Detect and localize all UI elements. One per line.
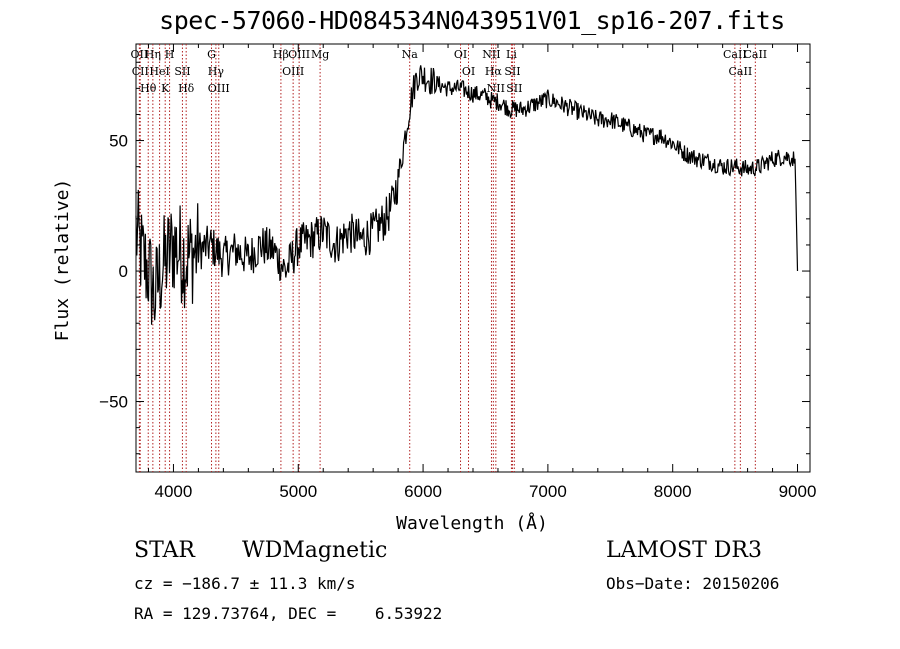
emission-line-label: G (207, 48, 216, 61)
emission-line-label: NII (482, 48, 500, 61)
emission-line-label: OIII (282, 65, 304, 78)
survey-name: LAMOST DR3 (606, 538, 762, 563)
emission-line-label: Mg (311, 48, 329, 61)
emission-line-label: Li (506, 48, 517, 61)
y-tick-label: 50 (109, 132, 128, 151)
y-tick-label: 0 (119, 262, 128, 281)
spectrum-series-line (135, 65, 799, 325)
emission-line-label: CaII (743, 48, 767, 61)
y-tick-label: −50 (99, 393, 128, 412)
axis-ticks: 4000 5000 6000 7000 8000 9000 −50 0 50 (99, 44, 816, 501)
object-subclass: WDMagnetic (242, 538, 388, 563)
redshift-velocity: cz = −186.7 ± 11.3 km/s (134, 574, 356, 593)
x-tick-label: 5000 (279, 482, 317, 501)
object-type: STAR (134, 538, 195, 563)
emission-line-label: Hη (145, 48, 161, 61)
emission-line-label: OI (462, 65, 475, 78)
emission-lines (138, 44, 756, 472)
emission-line-label: K (161, 82, 170, 95)
emission-line-label: CaII (723, 48, 747, 61)
emission-line-label: Na (402, 48, 419, 61)
emission-line-label: HeI (149, 65, 169, 78)
observation-date: Obs−Date: 20150206 (606, 574, 780, 593)
emission-line-label: SII (504, 65, 520, 78)
x-tick-label: 9000 (779, 482, 817, 501)
x-tick-label: 6000 (404, 482, 442, 501)
emission-line-label: OIII (288, 48, 310, 61)
emission-line-label: H (165, 48, 175, 61)
emission-line-label: OII (131, 48, 149, 61)
emission-line-label: OI (454, 48, 467, 61)
page-title: spec-57060-HD084534N043951V01_sp16-207.f… (159, 6, 785, 35)
emission-line-label: OIII (208, 82, 230, 95)
x-axis-label: Wavelength (Å) (396, 512, 548, 534)
emission-line-label: SII (506, 82, 522, 95)
emission-line-label: SII (174, 65, 190, 78)
emission-line-label: CII (132, 65, 149, 78)
coordinates: RA = 129.73764, DEC = 6.53922 (134, 604, 443, 623)
x-tick-label: 4000 (155, 482, 193, 501)
x-tick-label: 8000 (654, 482, 692, 501)
emission-line-label: CaII (729, 65, 753, 78)
emission-line-label: Hθ (140, 82, 157, 95)
emission-line-label: Hα (485, 65, 503, 78)
emission-line-label: Hδ (178, 82, 195, 95)
x-tick-label: 7000 (529, 482, 567, 501)
emission-line-label: NII (487, 82, 505, 95)
emission-line-label: Hγ (208, 65, 225, 78)
emission-line-label: Hβ (273, 48, 289, 61)
y-axis-label: Flux (relative) (52, 179, 73, 342)
